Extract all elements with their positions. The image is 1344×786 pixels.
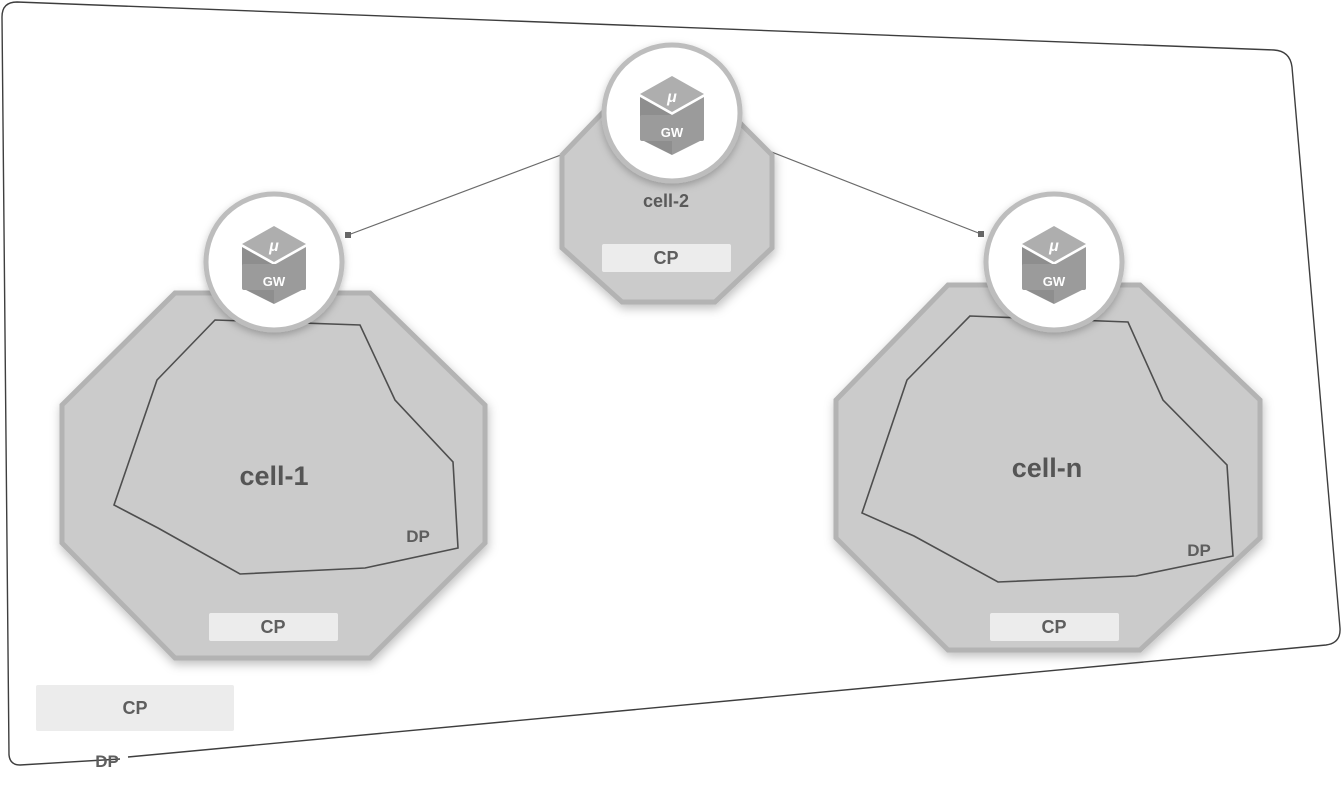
link-endpoint xyxy=(978,231,984,237)
cell-n-title: cell-n xyxy=(1012,453,1083,483)
cell-1-gateway: μ GW xyxy=(203,191,345,333)
outer-cp-box xyxy=(36,685,234,731)
gateway-mu: μ xyxy=(268,238,279,255)
outer-boundary-line xyxy=(1,1,1341,766)
gateway-label: GW xyxy=(263,274,286,289)
gateway-ring xyxy=(601,42,743,184)
gateway-icon: μ GW xyxy=(1022,226,1086,304)
cell-2-cp-box xyxy=(602,244,731,272)
cell-2-gateway: μ GW xyxy=(601,42,743,184)
cell-1-dp-region xyxy=(113,319,459,575)
cell-1-dp-label: DP xyxy=(406,527,430,546)
cell-2: cell-2 CP μ GW xyxy=(559,42,775,305)
gateway-icon: μ GW xyxy=(242,226,306,304)
link-cell2-cell1 xyxy=(347,140,599,236)
gateway-label: GW xyxy=(661,125,684,140)
cell-1: cell-1 DP CP μ GW xyxy=(59,191,488,661)
cell-n-dp-region xyxy=(861,315,1234,583)
link-endpoint xyxy=(345,232,351,238)
cell-n-cp-box xyxy=(990,613,1119,641)
cell-n: cell-n DP CP μ GW xyxy=(833,191,1263,653)
link-cell2-celln xyxy=(745,141,982,235)
gateway-icon: μ GW xyxy=(640,76,704,155)
cell-1-cp-box xyxy=(209,613,338,641)
cell-1-body xyxy=(59,290,488,661)
cell-n-gateway: μ GW xyxy=(983,191,1125,333)
outer-dp-label: DP xyxy=(95,752,119,771)
cell-2-cp-label: CP xyxy=(653,248,678,268)
cell-n-cp-label: CP xyxy=(1041,617,1066,637)
outer-cp-label: CP xyxy=(122,698,147,718)
cell-2-title: cell-2 xyxy=(643,191,689,211)
cell-n-body xyxy=(833,282,1263,653)
gateway-label: GW xyxy=(1043,274,1066,289)
cell-1-cp-label: CP xyxy=(260,617,285,637)
gateway-mu: μ xyxy=(1048,238,1059,255)
cell-n-dp-label: DP xyxy=(1187,541,1211,560)
gateway-mu: μ xyxy=(666,89,677,106)
outer-boundary: CP DP xyxy=(1,1,1341,771)
cell-1-title: cell-1 xyxy=(239,461,308,491)
